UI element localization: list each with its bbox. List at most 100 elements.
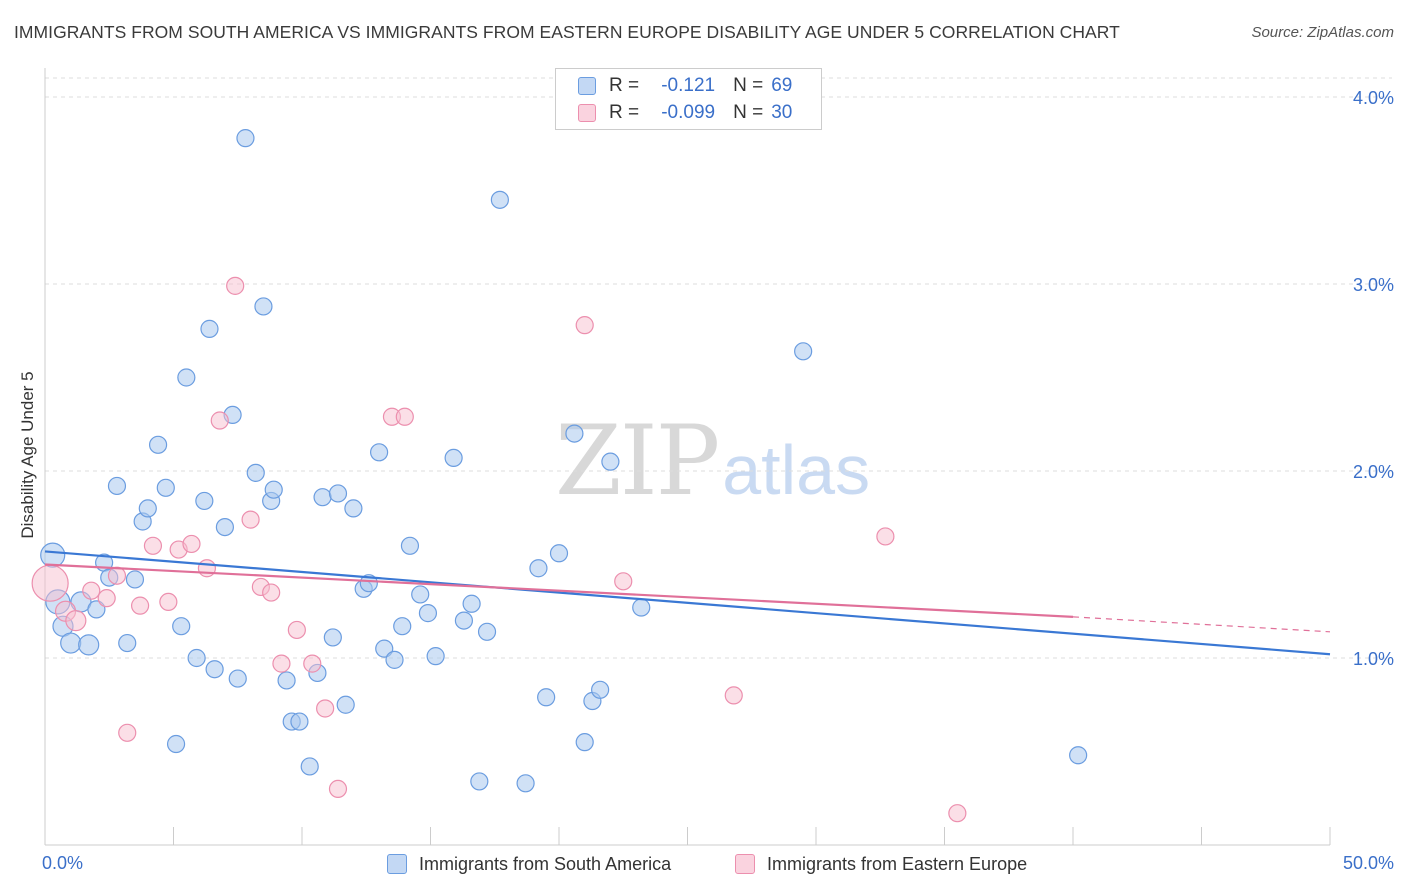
point-south-america: [200, 319, 219, 338]
y-tick-label: 2.0%: [1353, 462, 1394, 482]
point-south-america: [148, 435, 168, 454]
point-south-america: [575, 733, 594, 752]
y-tick-label: 3.0%: [1353, 275, 1394, 295]
point-south-america: [411, 585, 430, 604]
point-south-america: [290, 712, 309, 731]
point-eastern-europe: [724, 686, 743, 705]
point-south-america: [277, 671, 296, 690]
point-south-america: [166, 734, 186, 754]
point-south-america: [537, 688, 556, 707]
point-south-america: [172, 617, 191, 636]
point-south-america: [444, 448, 463, 468]
point-south-america: [205, 660, 224, 679]
point-eastern-europe: [948, 804, 967, 823]
point-south-america: [516, 774, 535, 793]
point-eastern-europe: [395, 407, 414, 426]
point-eastern-europe: [31, 564, 69, 602]
point-eastern-europe: [876, 527, 895, 546]
point-eastern-europe: [182, 534, 201, 554]
point-south-america: [462, 594, 481, 613]
point-eastern-europe: [159, 592, 178, 612]
point-south-america: [477, 622, 497, 641]
point-south-america: [228, 669, 247, 688]
point-south-america: [87, 600, 106, 619]
point-south-america: [215, 517, 234, 537]
legend-swatch-eastern-europe: [578, 104, 596, 122]
point-south-america: [264, 480, 283, 499]
legend-row-eastern-europe: R = -0.099 N = 30: [578, 100, 792, 126]
point-south-america: [236, 129, 255, 148]
point-eastern-europe: [97, 589, 116, 608]
point-eastern-europe: [328, 779, 348, 799]
legend-row-south-america: R = -0.121 N = 69: [578, 73, 792, 99]
legend-n-label: N =: [733, 102, 764, 123]
point-south-america: [118, 633, 137, 653]
bottom-legend-swatch-south-america: [387, 854, 407, 874]
point-south-america: [591, 680, 610, 699]
point-south-america: [601, 452, 620, 471]
point-south-america: [60, 632, 82, 654]
point-south-america: [323, 628, 342, 647]
legend-swatch-south-america: [578, 77, 596, 95]
trend-line-south-america: [44, 550, 1331, 656]
point-south-america: [632, 598, 651, 617]
point-eastern-europe: [303, 654, 322, 673]
y-axis-label: Disability Age Under 5: [18, 371, 37, 538]
bottom-legend-swatch-eastern-europe: [735, 854, 755, 874]
point-south-america: [426, 647, 445, 666]
legend-n-label: N =: [733, 75, 764, 96]
point-south-america: [490, 190, 509, 209]
point-eastern-europe: [143, 536, 163, 555]
point-eastern-europe: [107, 566, 127, 585]
point-south-america: [328, 484, 348, 503]
point-eastern-europe: [226, 276, 245, 295]
point-south-america: [344, 499, 363, 518]
point-south-america: [1069, 746, 1088, 765]
bottom-legend-label-south-america: Immigrants from South America: [419, 853, 672, 874]
point-eastern-europe: [82, 581, 101, 600]
point-eastern-europe: [614, 572, 633, 591]
point-south-america: [177, 368, 196, 387]
source-credit: Source: ZipAtlas.com: [1251, 24, 1394, 41]
point-south-america: [107, 476, 127, 496]
x-tick-label: 0.0%: [42, 853, 83, 873]
chart-title: IMMIGRANTS FROM SOUTH AMERICA VS IMMIGRA…: [14, 22, 1120, 42]
y-tick-label: 1.0%: [1353, 649, 1394, 669]
bottom-legend-eastern-europe: Immigrants from Eastern Europe: [735, 851, 1027, 877]
point-south-america: [313, 488, 332, 507]
point-south-america: [470, 772, 489, 791]
point-south-america: [418, 604, 438, 623]
legend-r-value: -0.099: [661, 102, 716, 123]
legend-r-value: -0.121: [661, 75, 716, 96]
point-south-america: [78, 634, 100, 656]
point-eastern-europe: [118, 723, 137, 742]
point-eastern-europe: [210, 411, 229, 430]
point-eastern-europe: [262, 583, 281, 602]
point-south-america: [794, 342, 813, 361]
point-south-america: [336, 695, 355, 714]
point-eastern-europe: [65, 609, 87, 632]
point-south-america: [156, 478, 175, 497]
point-south-america: [254, 297, 273, 316]
y-tick-label: 4.0%: [1353, 88, 1394, 108]
point-eastern-europe: [287, 620, 306, 640]
correlation-legend: R = -0.121 N = 69 R = -0.099 N = 30: [555, 68, 822, 130]
point-south-america: [246, 463, 265, 482]
legend-r-label: R =: [609, 75, 640, 96]
legend-n-value: 69: [771, 75, 793, 96]
point-eastern-europe: [241, 510, 260, 529]
point-south-america: [300, 757, 319, 776]
point-south-america: [385, 650, 404, 669]
point-south-america: [138, 499, 157, 518]
point-south-america: [549, 544, 569, 563]
point-south-america: [370, 443, 389, 462]
point-south-america: [375, 639, 394, 658]
point-eastern-europe: [130, 596, 150, 615]
point-eastern-europe: [575, 316, 594, 335]
point-south-america: [40, 542, 66, 568]
trend-line-eastern-europe-extension: [1072, 616, 1331, 633]
point-south-america: [359, 574, 378, 593]
point-south-america: [454, 611, 474, 630]
point-eastern-europe: [197, 559, 217, 578]
